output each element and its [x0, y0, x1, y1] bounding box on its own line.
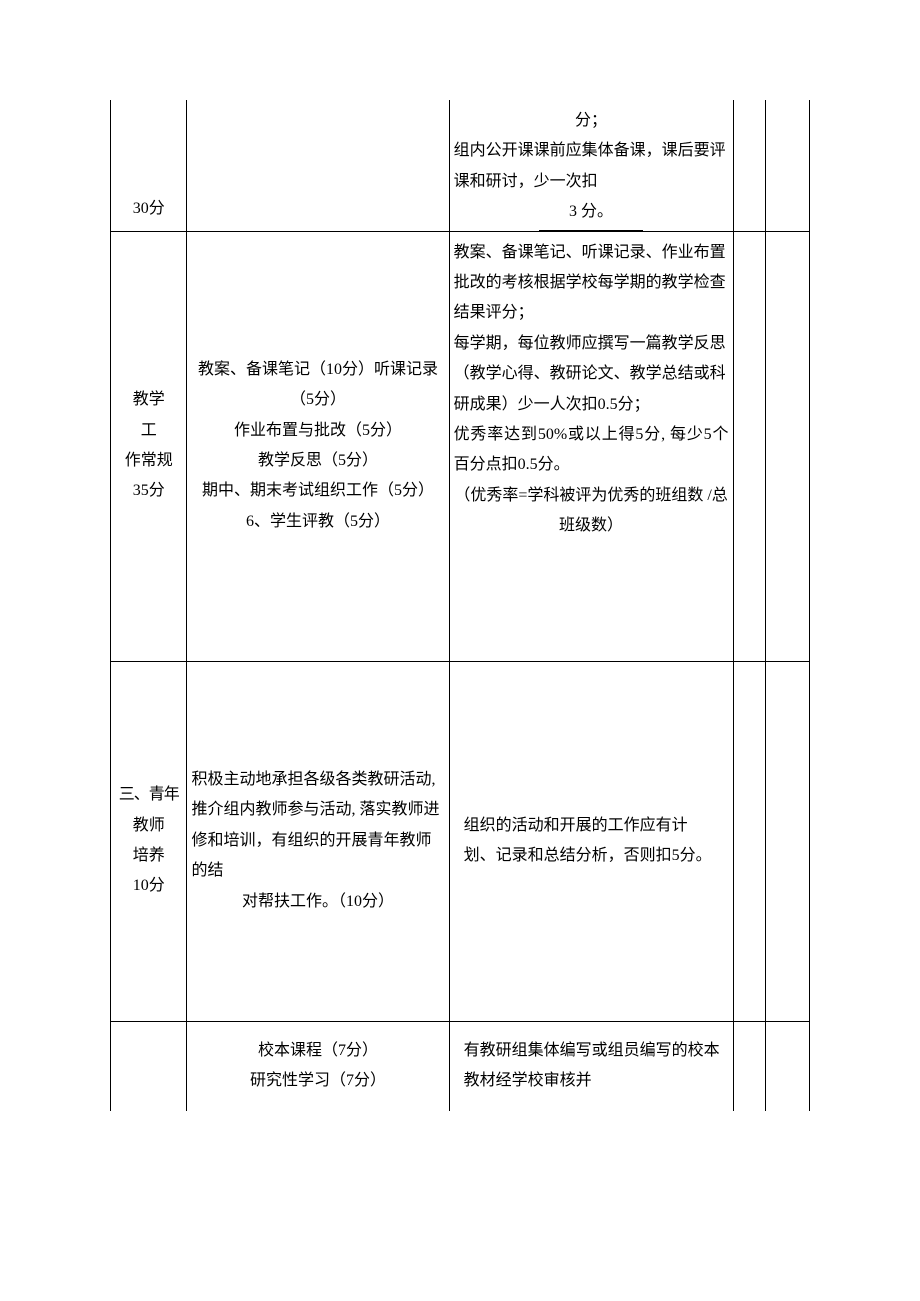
- cell-text: 10分: [115, 871, 182, 901]
- remark-cell: [766, 1021, 810, 1111]
- score-cell: [733, 661, 766, 1021]
- cell-text: 3 分。: [454, 197, 729, 230]
- remark-cell: [766, 231, 810, 661]
- cell-text: 积极主动地承担各级各类教研活动, 推介组内教师参与活动, 落实教师进修和培训，有…: [191, 771, 439, 879]
- detail-cell: 有教研组集体编写或组员编写的校本教材经学校审核并: [449, 1021, 733, 1111]
- cell-text: 教案、备课笔记、听课记录、作业布置批改的考核根据学校每学期的教学检查结果评分；: [454, 238, 729, 329]
- score-cell: [733, 231, 766, 661]
- remark-cell: [766, 100, 810, 231]
- remark-cell: [766, 661, 810, 1021]
- cell-text: 作业布置与批改（5分）: [191, 416, 444, 446]
- detail-cell: 组织的活动和开展的工作应有计划、记录和总结分析，否则扣5分。: [449, 661, 733, 1021]
- category-cell: 三、青年 教师 培养 10分: [111, 661, 187, 1021]
- cell-text: 35分: [115, 476, 182, 506]
- category-cell: 教学 工 作常规 35分: [111, 231, 187, 661]
- cell-text: 教师: [115, 811, 182, 841]
- cell-text: 作常规: [115, 446, 182, 476]
- criteria-cell: 教案、备课笔记（10分）听课记录（5分） 作业布置与批改（5分） 教学反思（5分…: [187, 231, 449, 661]
- cell-text: 教学反思（5分）: [191, 446, 444, 476]
- cell-text: 培养: [115, 841, 182, 871]
- table-row: 教学 工 作常规 35分 教案、备课笔记（10分）听课记录（5分） 作业布置与批…: [111, 231, 810, 661]
- score-cell: [733, 1021, 766, 1111]
- document-page: 30分 分； 组内公开课课前应集体备课，课后要评课和研讨，少一次扣 3 分。 教…: [0, 0, 920, 1301]
- score-cell: [733, 100, 766, 231]
- detail-cell: 分； 组内公开课课前应集体备课，课后要评课和研讨，少一次扣 3 分。: [449, 100, 733, 231]
- criteria-cell: 积极主动地承担各级各类教研活动, 推介组内教师参与活动, 落实教师进修和培训，有…: [187, 661, 449, 1021]
- table-row: 校本课程（7分） 研究性学习（7分） 有教研组集体编写或组员编写的校本教材经学校…: [111, 1021, 810, 1111]
- detail-cell: 教案、备课笔记、听课记录、作业布置批改的考核根据学校每学期的教学检查结果评分； …: [449, 231, 733, 661]
- cell-text: 对帮扶工作。（10分）: [191, 887, 444, 917]
- table-row: 三、青年 教师 培养 10分 积极主动地承担各级各类教研活动, 推介组内教师参与…: [111, 661, 810, 1021]
- cell-text: 6、学生评教（5分）: [191, 507, 444, 537]
- cell-text: 组内公开课课前应集体备课，课后要评课和研讨，少一次扣: [454, 136, 729, 197]
- cell-text: 期中、期末考试组织工作（5分）: [191, 476, 444, 506]
- underlined-text: 3 分。: [539, 197, 643, 230]
- cell-text: 有教研组集体编写或组员编写的校本教材经学校审核并: [454, 1036, 729, 1097]
- cell-text: 教案、备课笔记（10分）听课记录（5分）: [191, 355, 444, 416]
- cell-text: 每学期，每位教师应撰写一篇教学反思（教学心得、教研论文、教学总结或科研成果）少一…: [454, 329, 729, 420]
- table-row: 30分 分； 组内公开课课前应集体备课，课后要评课和研讨，少一次扣 3 分。: [111, 100, 810, 231]
- cell-text: 优秀率达到50%或以上得5分, 每少5个百分点扣0.5分。: [454, 420, 729, 481]
- cell-text: 教学: [115, 385, 182, 415]
- cell-text: 30分: [133, 200, 165, 217]
- category-cell: 30分: [111, 100, 187, 231]
- criteria-cell: [187, 100, 449, 231]
- category-cell: [111, 1021, 187, 1111]
- cell-text: 工: [115, 416, 182, 446]
- cell-text: 三、青年: [115, 780, 182, 810]
- cell-text: 研究性学习（7分）: [191, 1066, 444, 1096]
- cell-text: 分；: [454, 106, 729, 136]
- cell-text: 校本课程（7分）: [191, 1036, 444, 1066]
- evaluation-table: 30分 分； 组内公开课课前应集体备课，课后要评课和研讨，少一次扣 3 分。 教…: [110, 100, 810, 1111]
- criteria-cell: 校本课程（7分） 研究性学习（7分）: [187, 1021, 449, 1111]
- cell-text: （优秀率=学科被评为优秀的班组数 /总班级数）: [454, 481, 729, 542]
- cell-text: 组织的活动和开展的工作应有计划、记录和总结分析，否则扣5分。: [454, 811, 729, 872]
